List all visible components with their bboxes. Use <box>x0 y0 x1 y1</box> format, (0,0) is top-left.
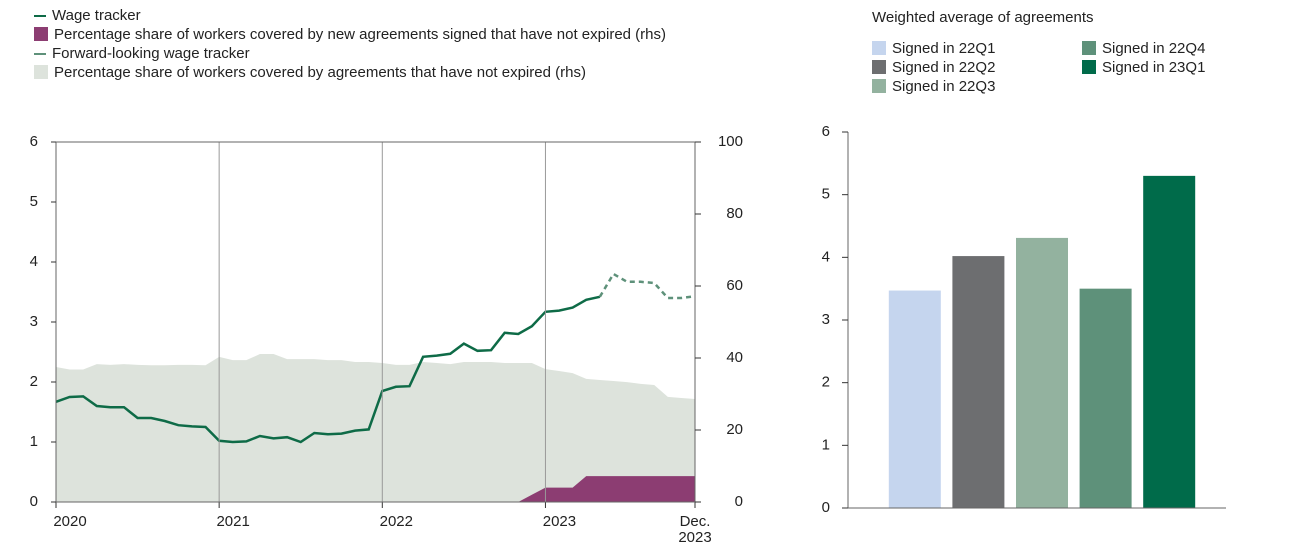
y-tick-label: 3 <box>30 313 38 330</box>
bar <box>1016 237 1068 508</box>
area <box>56 354 695 502</box>
legend-item: Signed in 22Q3 <box>872 77 1082 96</box>
legend-item: Signed in 23Q1 <box>1082 58 1262 77</box>
legend-label: Signed in 22Q3 <box>892 78 996 95</box>
legend-marker <box>872 41 886 55</box>
y2-tick-label: 20 <box>726 421 743 438</box>
legend-label: Signed in 22Q2 <box>892 59 996 76</box>
legend-label: Forward-looking wage tracker <box>52 45 250 62</box>
bar <box>1079 288 1132 508</box>
legend-item: Signed in 22Q4 <box>1082 39 1262 58</box>
y-tick-label: 3 <box>822 311 830 328</box>
y-tick-label: 1 <box>30 433 38 450</box>
legend-marker <box>34 15 46 17</box>
y2-tick-label: 80 <box>726 205 743 222</box>
bar <box>888 290 941 508</box>
legend-item: Percentage share of workers covered by n… <box>34 25 734 44</box>
line <box>598 272 696 300</box>
legend-marker <box>34 65 48 79</box>
x-tick-label: 2021 <box>216 513 249 530</box>
legend-marker <box>872 60 886 74</box>
x-tick-label: 2020 <box>53 513 86 530</box>
legend-label: Percentage share of workers covered by a… <box>54 64 586 81</box>
legend-item: Forward-looking wage tracker <box>34 44 734 63</box>
x-tick-label: Dec. 2023 <box>678 513 711 546</box>
legend: Weighted average of agreements Signed in … <box>872 8 1272 96</box>
legend-item: Signed in 22Q2 <box>872 58 1082 77</box>
legend-marker <box>1082 41 1096 55</box>
y2-tick-label: 0 <box>735 493 743 510</box>
legend-item: Wage tracker <box>34 6 734 25</box>
y-tick-label: 5 <box>822 186 830 203</box>
legend-item: Signed in 22Q1 <box>872 39 1082 58</box>
y-tick-label: 6 <box>30 133 38 150</box>
y-tick-label: 0 <box>30 493 38 510</box>
y-tick-label: 0 <box>822 499 830 516</box>
y-tick-label: 5 <box>30 193 38 210</box>
x-tick-label: 2023 <box>543 513 576 530</box>
legend-item: Percentage share of workers covered by a… <box>34 63 734 82</box>
y-tick-label: 4 <box>822 248 830 265</box>
legend-label: Signed in 22Q4 <box>1102 40 1206 57</box>
legend-marker <box>34 27 48 41</box>
legend-marker <box>1082 60 1096 74</box>
legend-label: Wage tracker <box>52 7 141 24</box>
y2-tick-label: 40 <box>726 349 743 366</box>
bar <box>1143 175 1196 508</box>
legend-marker <box>34 53 46 55</box>
y-tick-label: 1 <box>822 436 830 453</box>
legend-label: Signed in 23Q1 <box>1102 59 1206 76</box>
legend-title: Weighted average of agreements <box>872 9 1094 26</box>
x-tick-label: 2022 <box>380 513 413 530</box>
legend: Wage tracker Percentage share of workers … <box>34 6 734 82</box>
line <box>55 295 601 444</box>
area <box>56 476 695 502</box>
legend-label: Percentage share of workers covered by n… <box>54 26 666 43</box>
y-tick-label: 4 <box>30 253 38 270</box>
y-tick-label: 6 <box>822 123 830 140</box>
y-tick-label: 2 <box>30 373 38 390</box>
y2-tick-label: 60 <box>726 277 743 294</box>
legend-grid: Signed in 22Q1 Signed in 22Q2 Signed in 22… <box>872 39 1272 96</box>
legend-marker <box>872 79 886 93</box>
bar <box>952 256 1005 508</box>
y-tick-label: 2 <box>822 374 830 391</box>
y2-tick-label: 100 <box>718 133 743 150</box>
legend-label: Signed in 22Q1 <box>892 40 996 57</box>
